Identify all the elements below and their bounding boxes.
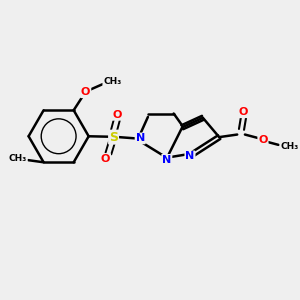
Text: CH₃: CH₃ — [280, 142, 299, 151]
Text: S: S — [109, 130, 118, 144]
Text: O: O — [239, 107, 248, 117]
Text: CH₃: CH₃ — [103, 77, 122, 86]
Text: N: N — [185, 152, 195, 161]
Text: N: N — [136, 134, 145, 143]
Text: O: O — [81, 87, 90, 97]
Text: CH₃: CH₃ — [9, 154, 27, 164]
Text: O: O — [112, 110, 122, 120]
Text: O: O — [101, 154, 110, 164]
Text: N: N — [162, 155, 171, 165]
Text: O: O — [258, 135, 268, 145]
